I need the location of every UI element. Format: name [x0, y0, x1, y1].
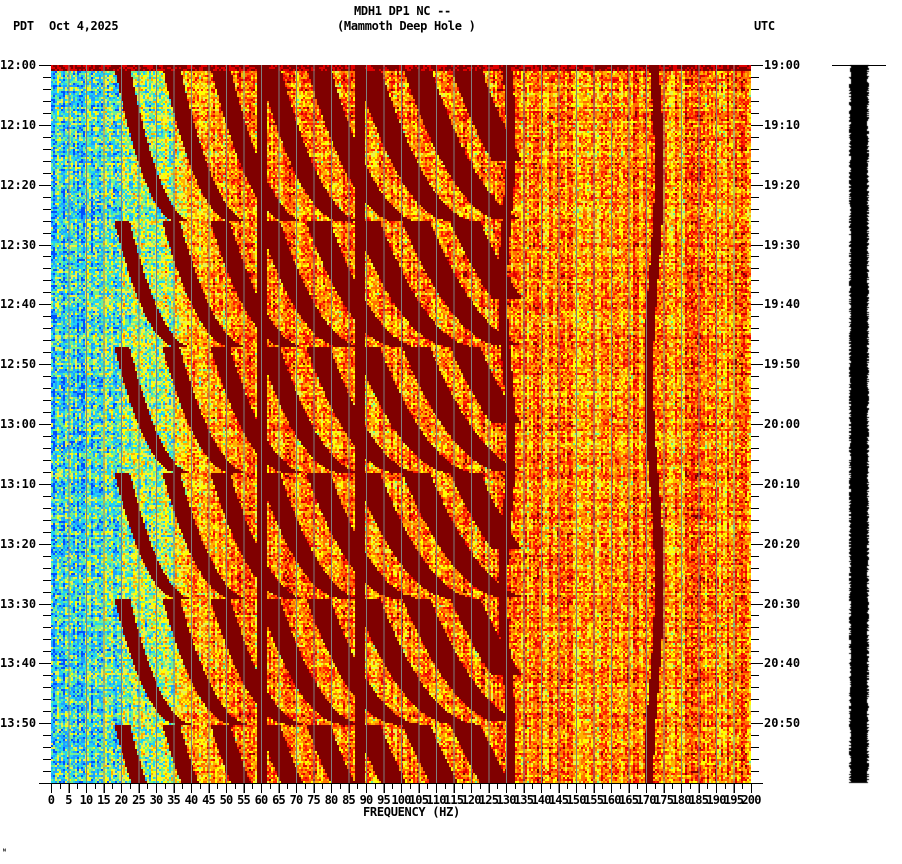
frequency-tick-label: 35: [167, 793, 181, 807]
frequency-tick-label: 170: [636, 793, 656, 807]
frequency-tick-label: 200: [741, 793, 761, 807]
right-time-label: 19:20: [764, 177, 801, 192]
frequency-tick-label: 125: [478, 793, 499, 807]
frequency-tick-label: 175: [653, 793, 674, 807]
right-time-label: 19:10: [764, 117, 801, 132]
left-time-label: 13:20: [0, 536, 37, 551]
frequency-tick-label: 45: [202, 793, 216, 807]
right-time-label: 19:00: [764, 58, 801, 72]
frequency-tick-label: 100: [391, 793, 411, 807]
frequency-tick-label: 80: [324, 793, 339, 807]
left-time-label: 13:40: [0, 656, 37, 671]
frequency-tick-label: 60: [254, 793, 269, 807]
frequency-tick-label: 25: [132, 793, 146, 807]
frequency-tick-label: 65: [272, 793, 286, 807]
right-time-label: 20:00: [764, 417, 801, 431]
frequency-tick-label: 160: [601, 793, 621, 807]
frequency-tick-label: 15: [97, 793, 111, 807]
frequency-tick-label: 120: [461, 793, 481, 807]
corner-mark: ᴺ: [2, 847, 7, 856]
left-time-label: 13:00: [0, 417, 37, 431]
right-time-label: 20:20: [764, 536, 801, 551]
frequency-tick-label: 75: [307, 793, 321, 807]
left-time-label: 12:00: [0, 58, 37, 72]
frequency-tick-label: 55: [237, 793, 251, 807]
frequency-tick-label: 165: [618, 793, 639, 807]
frequency-tick-label: 85: [342, 793, 356, 807]
frequency-tick-label: 150: [566, 793, 586, 807]
left-time-label: 12:40: [0, 297, 37, 312]
frequency-tick-label: 110: [426, 793, 446, 807]
left-time-label: 12:50: [0, 357, 37, 372]
right-time-label: 20:50: [764, 716, 801, 731]
right-time-label: 19:30: [764, 237, 801, 252]
date-label: Oct 4,2025: [49, 19, 119, 33]
frequency-tick-label: 115: [443, 793, 464, 807]
frequency-tick-label: 130: [496, 793, 516, 807]
frequency-tick-label: 135: [513, 793, 534, 807]
frequency-tick-label: 10: [79, 793, 94, 807]
frequency-tick-label: 190: [706, 793, 726, 807]
x-axis-title: FREQUENCY (HZ): [363, 805, 460, 819]
right-time-label: 20:10: [764, 476, 801, 491]
frequency-tick-label: 140: [531, 793, 551, 807]
station-title: MDH1 DP1 NC --: [354, 4, 451, 18]
frequency-tick-label: 155: [583, 793, 604, 807]
left-time-label: 12:30: [0, 237, 37, 252]
frequency-tick-label: 105: [408, 793, 429, 807]
frequency-tick-label: 145: [548, 793, 569, 807]
left-time-label: 12:20: [0, 177, 37, 192]
left-timezone-label: PDT: [13, 19, 34, 33]
frequency-tick-label: 90: [359, 793, 374, 807]
frequency-tick-label: 40: [184, 793, 199, 807]
frequency-tick-label: 180: [671, 793, 691, 807]
left-time-label: 13:30: [0, 596, 37, 611]
right-time-label: 20:40: [764, 656, 801, 671]
location-subtitle: (Mammoth Deep Hole ): [337, 19, 476, 33]
left-time-label: 12:10: [0, 117, 37, 132]
frequency-tick-label: 70: [289, 793, 304, 807]
frequency-tick-label: 0: [47, 793, 55, 807]
left-time-label: 13:50: [0, 716, 37, 731]
frequency-tick-label: 195: [723, 793, 744, 807]
right-timezone-label: UTC: [754, 19, 775, 33]
right-time-label: 20:30: [764, 596, 801, 611]
frequency-tick-label: 185: [688, 793, 709, 807]
frequency-tick-label: 95: [377, 793, 391, 807]
frequency-tick-label: 20: [114, 793, 129, 807]
frequency-tick-label: 5: [65, 793, 72, 807]
right-time-label: 19:50: [764, 357, 801, 372]
left-time-label: 13:10: [0, 476, 37, 491]
amplitude-trace: [832, 60, 886, 786]
frequency-tick-label: 50: [219, 793, 234, 807]
frequency-tick-label: 30: [149, 793, 164, 807]
right-time-label: 19:40: [764, 297, 801, 312]
